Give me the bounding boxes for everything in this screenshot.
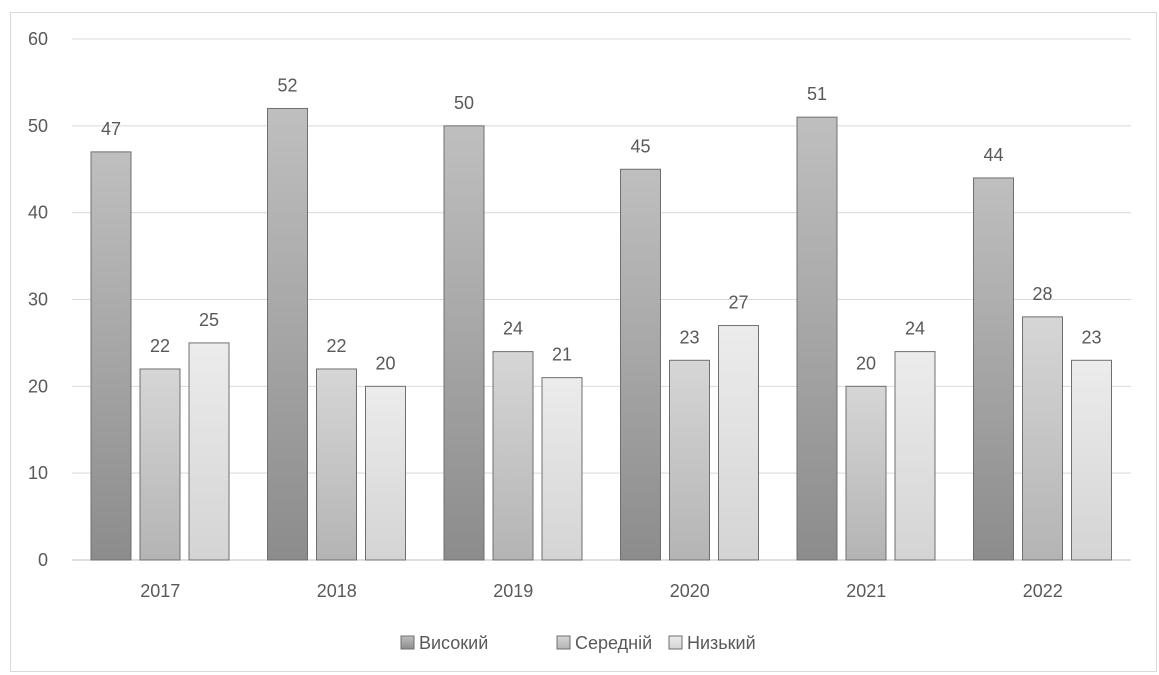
bar-Високий-2020	[620, 168, 661, 561]
bar-Середній-2017	[139, 368, 181, 561]
data-label: 27	[728, 293, 748, 313]
bar-Високий-2022	[973, 177, 1014, 561]
data-label: 22	[150, 336, 170, 356]
data-label: 24	[905, 319, 925, 339]
data-label: 25	[199, 310, 219, 330]
data-label: 47	[101, 119, 121, 139]
data-label: 20	[375, 353, 395, 373]
data-label: 23	[679, 327, 699, 347]
x-tick-label: 2018	[317, 581, 357, 601]
legend-swatch	[400, 635, 415, 650]
bar-Середній-2018	[316, 368, 357, 561]
legend-swatch	[556, 635, 571, 650]
bar-Низький-2018	[365, 385, 406, 561]
bar-Високий-2019	[443, 125, 485, 561]
bars	[90, 107, 1112, 561]
x-tick-label: 2019	[493, 581, 533, 601]
legend: Високий Середній Низький	[400, 633, 756, 653]
data-label: 52	[277, 75, 297, 95]
bar-Низький-2021	[894, 351, 936, 561]
data-label: 24	[503, 319, 523, 339]
x-axis-ticks: 2017 2018 2019 2020 2021 2022	[140, 581, 1063, 601]
x-tick-label: 2020	[670, 581, 710, 601]
y-tick-label: 30	[28, 290, 48, 310]
data-label: 28	[1032, 284, 1052, 304]
y-tick-label: 10	[28, 463, 48, 483]
y-tick-label: 20	[28, 376, 48, 396]
chart-frame	[10, 12, 1157, 672]
bar-Низький-2019	[541, 377, 583, 561]
bar-Високий-2017	[90, 151, 132, 561]
x-tick-label: 2022	[1023, 581, 1063, 601]
data-label: 23	[1081, 327, 1101, 347]
y-tick-label: 40	[28, 203, 48, 223]
bar-Середній-2022	[1022, 316, 1063, 561]
y-tick-label: 0	[38, 550, 48, 570]
bar-Низький-2020	[718, 325, 759, 561]
legend-label: Високий	[419, 633, 488, 653]
x-tick-label: 2021	[846, 581, 886, 601]
data-label: 44	[983, 145, 1003, 165]
y-tick-label: 50	[28, 116, 48, 136]
legend-swatch	[668, 635, 683, 650]
x-tick-label: 2017	[140, 581, 180, 601]
data-label: 51	[807, 84, 827, 104]
legend-label: Середній	[575, 633, 652, 653]
bar-Низький-2022	[1071, 359, 1112, 561]
y-tick-label: 60	[28, 29, 48, 49]
data-label: 50	[454, 93, 474, 113]
data-label: 21	[552, 345, 572, 365]
data-label: 22	[326, 336, 346, 356]
bar-Середній-2019	[492, 351, 534, 561]
legend-label: Низький	[687, 633, 756, 653]
bar-Низький-2017	[188, 342, 230, 561]
bar-Високий-2021	[796, 116, 838, 561]
data-labels: 47 22 25 52 22 20 50 24 21 45 23 27 51 20 24 44 28 23	[101, 75, 1102, 373]
y-axis-ticks: 0 10 20 30 40 50 60	[28, 29, 48, 570]
bar-Середній-2021	[845, 385, 887, 561]
data-label: 45	[630, 136, 650, 156]
bar-Середній-2020	[669, 359, 710, 561]
gridlines	[72, 38, 1131, 561]
bar-Високий-2018	[267, 107, 308, 561]
data-label: 20	[856, 353, 876, 373]
